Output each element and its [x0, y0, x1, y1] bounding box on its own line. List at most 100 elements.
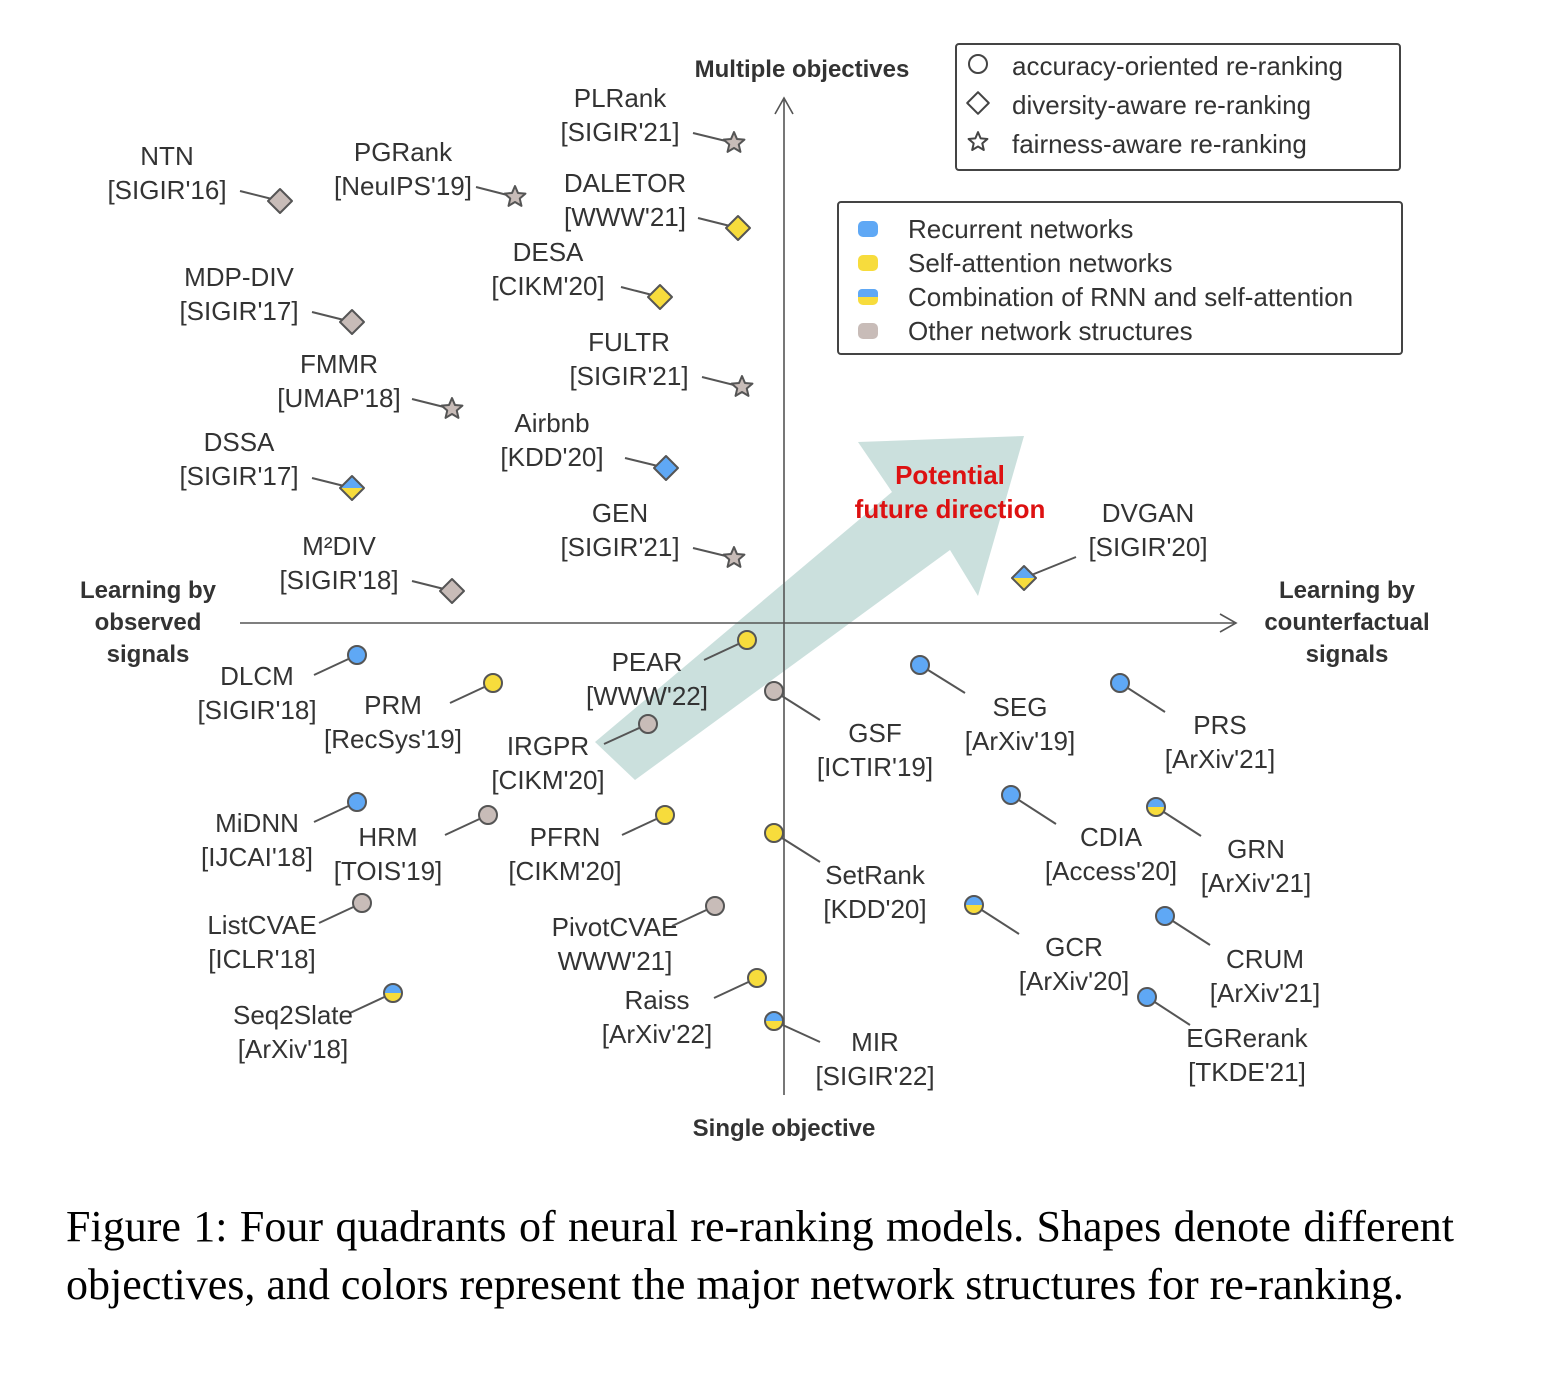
star-marker: [722, 546, 746, 568]
model-name: M²DIV: [302, 531, 376, 561]
model-seg: SEG [ArXiv'19]: [910, 655, 1075, 756]
model-name: GCR: [1045, 932, 1103, 962]
star-marker: [730, 375, 754, 397]
model-hrm: HRM [TOIS'19]: [334, 805, 498, 886]
quadrant-diagram: Potential future direction Multiple objec…: [80, 43, 1430, 1142]
model-grn: GRN [ArXiv'21]: [1146, 797, 1311, 898]
axis-label-bottom: Single objective: [693, 1115, 876, 1142]
model-name: SEG: [993, 692, 1048, 722]
model-venue: [KDD'20]: [500, 442, 603, 472]
model-m-div: M²DIV [SIGIR'18]: [279, 531, 465, 604]
model-venue: [CIKM'20]: [491, 765, 604, 795]
model-name: HRM: [358, 822, 417, 852]
diamond-marker: [725, 215, 751, 241]
model-name: MiDNN: [215, 808, 299, 838]
model-venue: [SIGIR'18]: [197, 695, 316, 725]
star-marker: [503, 185, 527, 207]
model-name: PRS: [1193, 710, 1246, 740]
model-pgrank: PGRank [NeuIPS'19]: [334, 137, 527, 207]
model-venue: [WWW'21]: [564, 202, 686, 232]
model-venue: [SIGIR'16]: [107, 175, 226, 205]
circle-marker: [764, 1011, 784, 1031]
model-venue: [KDD'20]: [823, 894, 926, 924]
legend-swatch-other: [858, 323, 878, 339]
model-daletor: DALETOR [WWW'21]: [564, 168, 751, 241]
model-setrank: SetRank [KDD'20]: [764, 823, 927, 924]
model-name: Raiss: [624, 985, 689, 1015]
circle-marker: [910, 655, 930, 675]
circle-marker: [655, 805, 675, 825]
model-name: PLRank: [574, 83, 667, 113]
model-desa: DESA [CIKM'20]: [491, 237, 673, 310]
circle-marker: [638, 714, 658, 734]
model-name: Airbnb: [514, 408, 589, 438]
diamond-marker: [267, 188, 293, 214]
circle-marker: [483, 673, 503, 693]
color-legend: [837, 201, 1403, 355]
model-pear: PEAR [WWW'22]: [586, 630, 757, 711]
model-venue: [SIGIR'22]: [815, 1061, 934, 1091]
model-ntn: NTN [SIGIR'16]: [107, 141, 293, 214]
legend-diamond-icon: [966, 91, 990, 115]
circle-marker: [1155, 906, 1175, 926]
model-fmmr: FMMR [UMAP'18]: [277, 349, 464, 419]
legend-swatch-sa: [858, 255, 878, 271]
model-name: FMMR: [300, 349, 378, 379]
model-listcvae: ListCVAE [ICLR'18]: [207, 893, 372, 974]
model-name: EGRerank: [1186, 1023, 1308, 1053]
model-venue: [SIGIR'21]: [560, 117, 679, 147]
circle-marker: [1146, 797, 1166, 817]
circle-marker: [705, 896, 725, 916]
circle-marker: [747, 968, 767, 988]
model-name: PRM: [364, 690, 422, 720]
axis-label-left-2: observed: [95, 609, 202, 636]
model-venue: [SIGIR'21]: [569, 361, 688, 391]
diamond-marker: [653, 455, 679, 481]
legend-color-label-rnn: Recurrent networks: [908, 214, 1133, 244]
diamond-marker: [339, 309, 365, 335]
circle-marker: [383, 983, 403, 1003]
model-fultr: FULTR [SIGIR'21]: [569, 327, 754, 397]
model-venue: [SIGIR'20]: [1088, 532, 1207, 562]
future-direction-arrow: [595, 436, 1024, 780]
model-midnn: MiDNN [IJCAI'18]: [201, 792, 367, 872]
circle-marker: [347, 792, 367, 812]
model-name: PFRN: [530, 822, 601, 852]
model-name: GSF: [848, 718, 901, 748]
model-venue: [UMAP'18]: [277, 383, 400, 413]
axis-label-right-1: Learning by: [1279, 577, 1416, 604]
model-venue: [CIKM'20]: [508, 856, 621, 886]
shape-legend: [955, 43, 1401, 171]
legend-swatch-combo: [858, 289, 878, 305]
star-marker: [440, 397, 464, 419]
axis-label-left-3: signals: [107, 641, 190, 668]
circle-marker: [964, 895, 984, 915]
legend-swatch-rnn: [858, 221, 878, 237]
model-venue: [ArXiv'21]: [1201, 868, 1311, 898]
legend-color-label-other: Other network structures: [908, 316, 1193, 346]
circle-marker: [1110, 673, 1130, 693]
model-name: ListCVAE: [207, 910, 316, 940]
model-plrank: PLRank [SIGIR'21]: [560, 83, 746, 153]
model-pivotcvae: PivotCVAE WWW'21]: [552, 896, 725, 976]
diamond-marker: [439, 578, 465, 604]
model-mdp-div: MDP-DIV [SIGIR'17]: [179, 262, 365, 335]
model-name: DSSA: [204, 427, 275, 457]
model-name: DVGAN: [1102, 498, 1194, 528]
axis-label-right-2: counterfactual: [1264, 609, 1429, 636]
model-venue: [SIGIR'21]: [560, 532, 679, 562]
model-venue: [IJCAI'18]: [201, 842, 313, 872]
model-prm: PRM [RecSys'19]: [324, 673, 503, 754]
legend-shape-label-star: fairness-aware re-ranking: [1012, 129, 1307, 159]
model-venue: [SIGIR'18]: [279, 565, 398, 595]
model-venue: [ArXiv'19]: [965, 726, 1075, 756]
legend-circle-icon: [968, 54, 988, 74]
model-name: IRGPR: [507, 731, 589, 761]
model-name: NTN: [140, 141, 193, 171]
model-name: FULTR: [588, 327, 670, 357]
model-name: PGRank: [354, 137, 453, 167]
model-venue: [ArXiv'20]: [1019, 966, 1129, 996]
diamond-marker: [1011, 565, 1037, 591]
model-name: PivotCVAE: [552, 912, 679, 942]
diamond-marker: [647, 284, 673, 310]
